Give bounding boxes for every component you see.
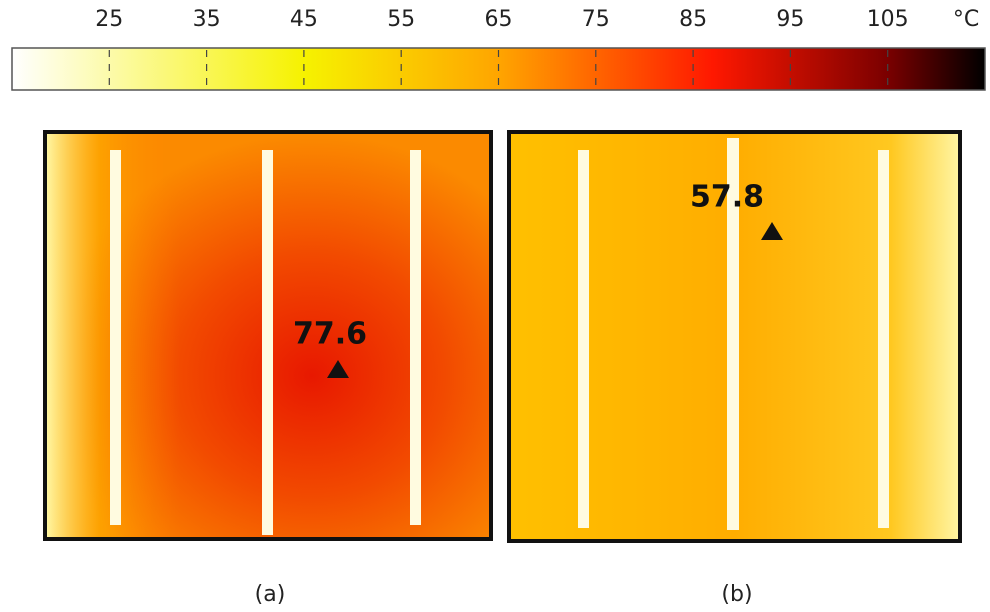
panel-a: 77.6 (a) [43, 130, 493, 607]
busbar [578, 150, 589, 528]
figure: 25 35 45 55 65 75 85 95 105 °C 77.6 (a) 57.8 (b) [0, 0, 990, 612]
colorbar-tick-label: 85 [679, 7, 707, 32]
colorbar: 25 35 45 55 65 75 85 95 105 °C [12, 7, 985, 90]
busbar [110, 150, 121, 525]
panel-label: (b) [721, 582, 752, 607]
busbar [410, 150, 421, 525]
busbar [878, 150, 889, 528]
colorbar-tick-label: 35 [193, 7, 221, 32]
temperature-annotation: 77.6 [293, 317, 367, 352]
colorbar-tick-label: 105 [867, 7, 909, 32]
temperature-annotation: 57.8 [690, 180, 764, 215]
colorbar-tick-label: 45 [290, 7, 318, 32]
colorbar-tick-label: 95 [776, 7, 804, 32]
panel-label: (a) [255, 582, 286, 607]
panel-b: 57.8 (b) [507, 130, 962, 607]
colorbar-tick-label: 25 [95, 7, 123, 32]
busbar [262, 150, 273, 535]
colorbar-tick-label: 55 [387, 7, 415, 32]
colorbar-unit: °C [953, 7, 979, 32]
colorbar-tick-label: 75 [582, 7, 610, 32]
colorbar-tick-label: 65 [485, 7, 513, 32]
